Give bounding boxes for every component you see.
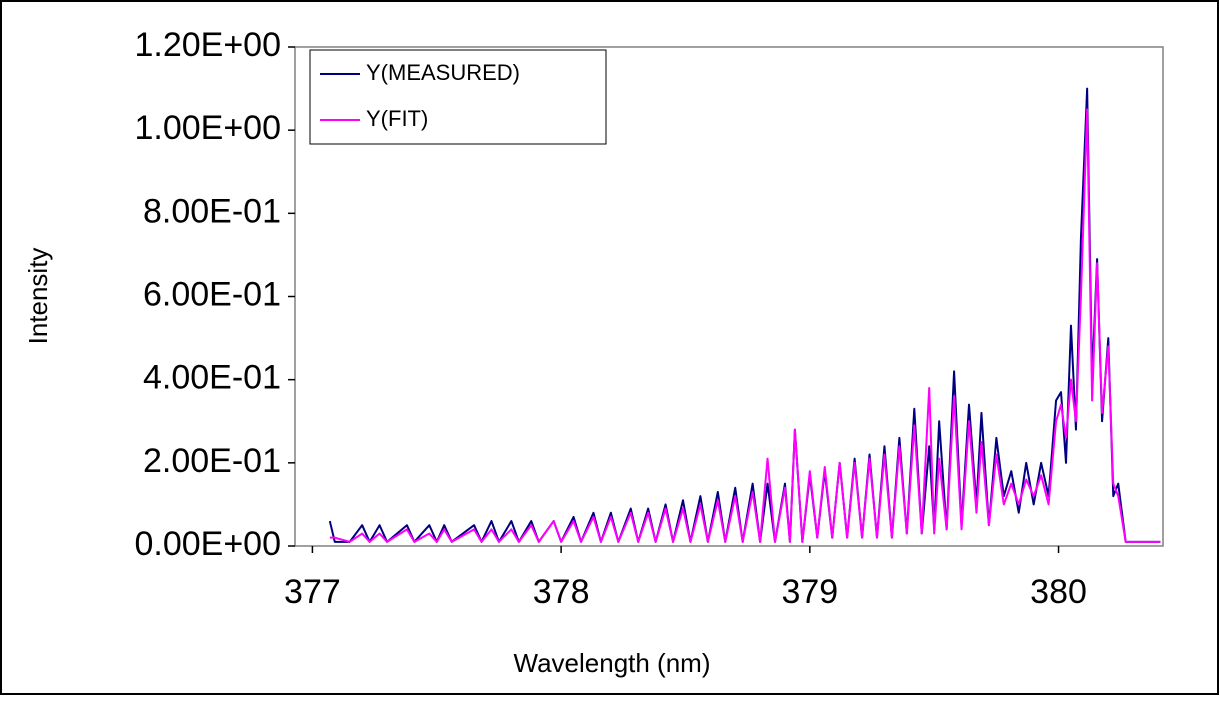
x-tick-label: 379 bbox=[781, 573, 838, 611]
legend-label: Y(FIT) bbox=[366, 106, 428, 131]
x-tick-label: 377 bbox=[284, 573, 341, 611]
legend-label: Y(MEASURED) bbox=[366, 60, 520, 85]
x-tick-label: 378 bbox=[533, 573, 590, 611]
y-axis-label: Intensity bbox=[23, 248, 53, 345]
y-tick-label: 4.00E-01 bbox=[143, 359, 281, 397]
y-tick-label: 1.20E+00 bbox=[134, 26, 281, 64]
x-axis-label: Wavelength (nm) bbox=[514, 648, 711, 678]
y-tick-label: 2.00E-01 bbox=[143, 442, 281, 480]
y-tick-label: 6.00E-01 bbox=[143, 275, 281, 313]
series-line bbox=[329, 108, 1161, 543]
y-tick-label: 0.00E+00 bbox=[134, 525, 281, 563]
y-tick-label: 1.00E+00 bbox=[134, 109, 281, 147]
x-tick-label: 380 bbox=[1030, 573, 1087, 611]
y-tick-label: 8.00E-01 bbox=[143, 192, 281, 230]
legend-box bbox=[309, 49, 607, 145]
